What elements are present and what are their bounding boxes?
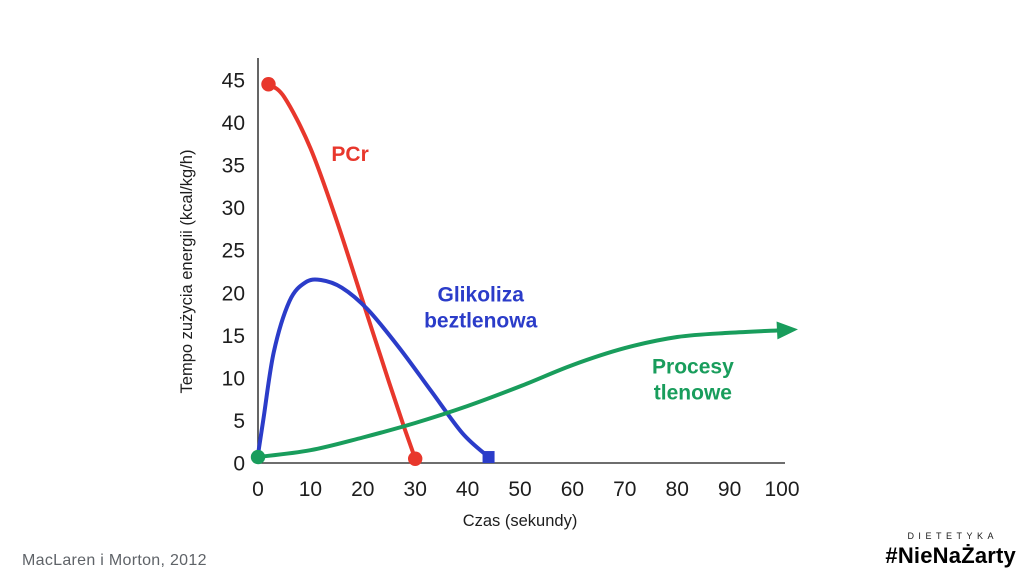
y-tick-label: 5 <box>233 410 245 433</box>
source-citation: MacLaren i Morton, 2012 <box>22 552 207 569</box>
series-glikoliza-beztlenowa-label: Glikoliza beztlenowa <box>424 283 538 332</box>
x-tick-label: 30 <box>404 478 427 501</box>
series-procesy-tlenowe-start-marker <box>250 449 266 465</box>
y-tick-label: 30 <box>222 197 245 220</box>
x-tick-label: 50 <box>508 478 531 501</box>
series-pcr-line <box>266 82 418 461</box>
series-procesy-tlenowe-arrowhead <box>776 321 798 340</box>
series-pcr-start-marker <box>261 77 276 92</box>
x-tick-label: 90 <box>718 478 741 501</box>
y-tick-label: 15 <box>222 325 245 348</box>
y-tick-label: 40 <box>222 112 245 135</box>
y-tick-label: 35 <box>222 155 245 178</box>
y-tick-label: 0 <box>233 453 245 476</box>
x-tick-label: 40 <box>456 478 479 501</box>
brand-tagline: DIETETYKA <box>907 531 998 541</box>
y-tick-label: 25 <box>222 240 245 263</box>
series-glikoliza-beztlenowa-end-marker <box>482 451 495 464</box>
brand-logo: DIETETYKA #NieNaŻarty <box>885 531 1016 569</box>
x-tick-label: 20 <box>351 478 374 501</box>
x-axis-label: Czas (sekundy) <box>463 512 578 530</box>
series-pcr-end-marker <box>408 451 423 466</box>
series-procesy-tlenowe-label: Procesy tlenowe <box>652 356 734 405</box>
series-procesy-tlenowe-line <box>256 328 784 459</box>
x-tick-label: 80 <box>666 478 689 501</box>
x-tick-label: 10 <box>299 478 322 501</box>
x-tick-label: 100 <box>764 478 799 501</box>
y-axis-label: Tempo zużycia energii (kcal/kg/h) <box>178 150 196 394</box>
brand-name: #NieNaŻarty <box>885 543 1016 568</box>
y-tick-label: 10 <box>222 367 245 390</box>
y-tick-label: 20 <box>222 282 245 305</box>
series-glikoliza-beztlenowa-line <box>256 277 491 459</box>
x-tick-label: 0 <box>252 478 264 501</box>
x-tick-label: 70 <box>613 478 636 501</box>
series-pcr-label: PCr <box>331 143 368 166</box>
y-tick-label: 45 <box>222 70 245 93</box>
x-tick-label: 60 <box>561 478 584 501</box>
